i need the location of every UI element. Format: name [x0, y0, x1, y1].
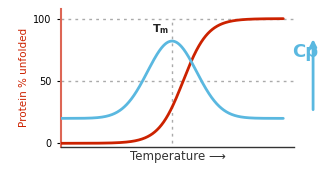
X-axis label: Temperature ⟶: Temperature ⟶: [130, 150, 226, 163]
Text: Cp: Cp: [292, 43, 319, 61]
Y-axis label: Protein % unfolded: Protein % unfolded: [19, 28, 29, 127]
Text: $\mathbf{T_m}$: $\mathbf{T_m}$: [152, 22, 169, 36]
